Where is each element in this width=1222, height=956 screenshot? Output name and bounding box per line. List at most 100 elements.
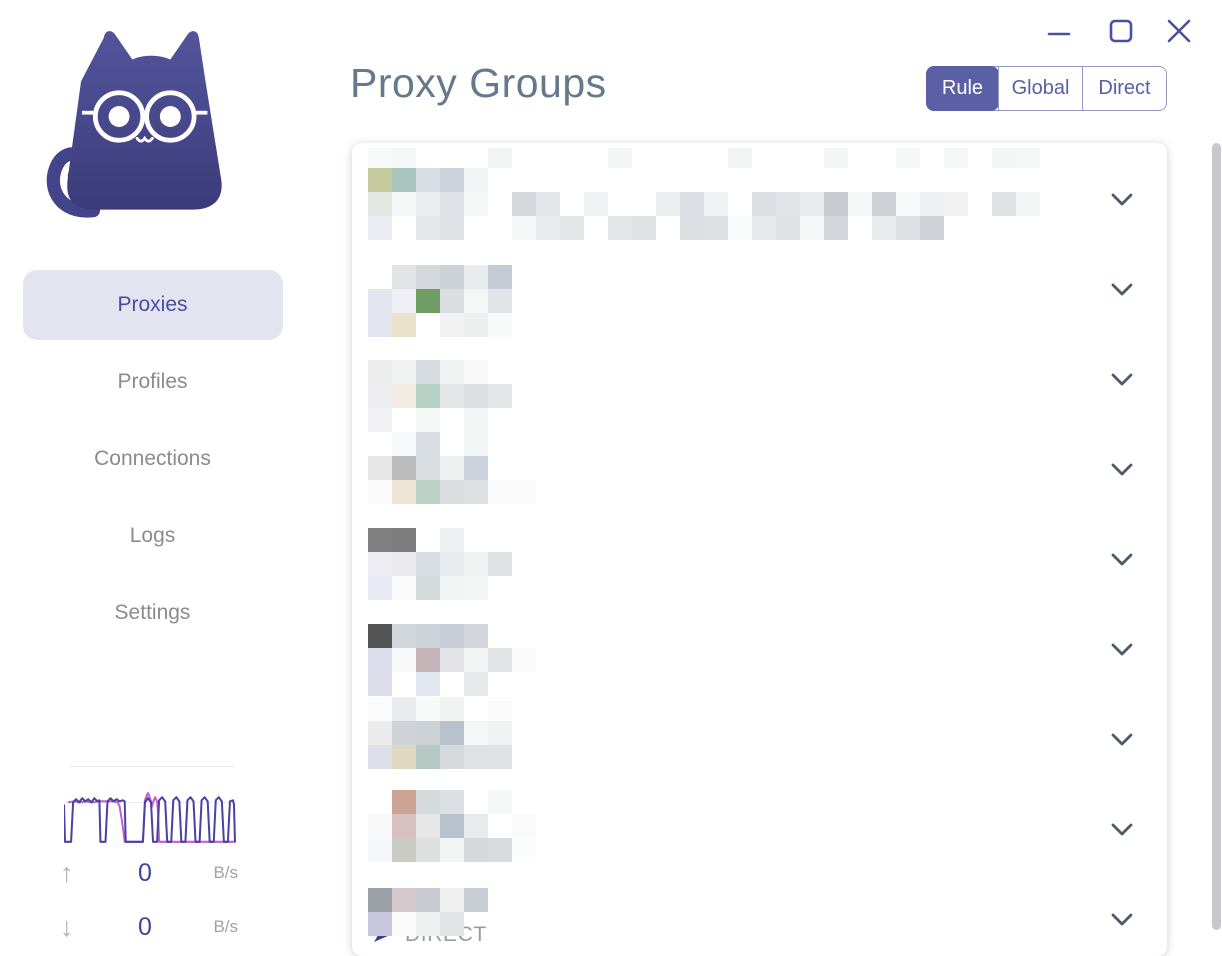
redacted-mosaic-block — [728, 216, 752, 240]
redacted-mosaic-block — [416, 432, 440, 456]
redacted-mosaic-block — [824, 192, 848, 216]
redacted-mosaic-block — [392, 480, 416, 504]
redacted-mosaic-block — [392, 552, 416, 576]
redacted-mosaic-block — [488, 697, 512, 721]
redacted-mosaic-block — [992, 192, 1016, 216]
sidebar-item-logs[interactable]: Logs — [129, 524, 176, 547]
sidebar-item-connections[interactable]: Connections — [94, 447, 211, 470]
redacted-mosaic-block — [704, 192, 728, 216]
mode-button-direct[interactable]: Direct — [1082, 67, 1166, 110]
expand-group-chevron-down-icon[interactable] — [1110, 642, 1138, 660]
redacted-mosaic-block — [440, 721, 464, 745]
redacted-mosaic-block — [416, 168, 440, 192]
redacted-mosaic-block — [440, 480, 464, 504]
redacted-mosaic-block — [416, 888, 440, 912]
redacted-mosaic-block — [512, 192, 536, 216]
close-button[interactable] — [1160, 12, 1198, 48]
redacted-mosaic-block — [512, 216, 536, 240]
redacted-mosaic-block — [776, 192, 800, 216]
redacted-mosaic-block — [416, 648, 440, 672]
redacted-mosaic-block — [416, 576, 440, 600]
traffic-chart — [64, 792, 236, 843]
redacted-mosaic-block — [872, 192, 896, 216]
redacted-mosaic-block — [440, 360, 464, 384]
expand-group-chevron-down-icon[interactable] — [1110, 552, 1138, 570]
redacted-mosaic-block — [440, 814, 464, 838]
mode-button-global[interactable]: Global — [998, 67, 1082, 110]
sidebar-nav: Proxies Profiles Connections Logs Settings — [0, 263, 305, 655]
redacted-mosaic-block — [944, 148, 968, 168]
redacted-mosaic-block — [440, 838, 464, 862]
redacted-mosaic-block — [440, 216, 464, 240]
redacted-mosaic-block — [440, 624, 464, 648]
scrollbar[interactable] — [1212, 143, 1221, 930]
mode-toggle-group: Rule Global Direct — [926, 66, 1167, 111]
redacted-mosaic-block — [440, 192, 464, 216]
redacted-mosaic-block — [512, 648, 536, 672]
redacted-mosaic-block — [800, 192, 824, 216]
redacted-mosaic-block — [392, 289, 416, 313]
sidebar-item-settings[interactable]: Settings — [114, 601, 191, 624]
redacted-mosaic-block — [464, 624, 488, 648]
redacted-mosaic-block — [440, 888, 464, 912]
redacted-mosaic-block — [392, 168, 416, 192]
redacted-mosaic-block — [488, 838, 512, 862]
redacted-mosaic-block — [920, 192, 944, 216]
redacted-mosaic-block — [392, 576, 416, 600]
redacted-mosaic-block — [656, 192, 680, 216]
redacted-mosaic-block — [464, 265, 488, 289]
expand-group-chevron-down-icon[interactable] — [1110, 282, 1138, 300]
redacted-mosaic-block — [1016, 192, 1040, 216]
maximize-icon — [1109, 19, 1133, 43]
redacted-mosaic-block — [416, 790, 440, 814]
redacted-mosaic-block — [368, 576, 392, 600]
mode-button-rule[interactable]: Rule — [926, 66, 999, 111]
redacted-mosaic-block — [800, 216, 824, 240]
redacted-mosaic-block — [416, 456, 440, 480]
redacted-mosaic-block — [392, 888, 416, 912]
redacted-mosaic-block — [896, 216, 920, 240]
upload-speed-unit: B/s — [213, 863, 238, 882]
redacted-mosaic-block — [368, 888, 392, 912]
minimize-icon — [1047, 32, 1071, 36]
redacted-mosaic-block — [440, 912, 464, 936]
proxy-groups-card: DIRECT — [352, 143, 1167, 956]
upload-speed-value: 0 — [138, 858, 152, 887]
redacted-mosaic-block — [416, 552, 440, 576]
redacted-mosaic-block — [440, 576, 464, 600]
redacted-mosaic-block — [440, 697, 464, 721]
redacted-mosaic-block — [440, 456, 464, 480]
redacted-mosaic-block — [368, 624, 392, 648]
redacted-mosaic-block — [464, 168, 488, 192]
expand-group-chevron-down-icon[interactable] — [1110, 372, 1138, 390]
minimize-button[interactable] — [1040, 12, 1078, 48]
sidebar-item-profiles[interactable]: Profiles — [117, 370, 188, 393]
redacted-mosaic-block — [392, 697, 416, 721]
redacted-mosaic-block — [368, 672, 392, 696]
redacted-mosaic-block — [392, 624, 416, 648]
close-icon — [1167, 19, 1191, 43]
redacted-mosaic-block — [488, 265, 512, 289]
redacted-mosaic-block — [488, 313, 512, 337]
expand-group-chevron-down-icon[interactable] — [1110, 732, 1138, 750]
redacted-mosaic-block — [824, 216, 848, 240]
redacted-mosaic-block — [632, 216, 656, 240]
redacted-mosaic-block — [464, 745, 488, 769]
maximize-button[interactable] — [1102, 12, 1140, 48]
sidebar-item-proxies[interactable]: Proxies — [22, 270, 283, 340]
redacted-mosaic-block — [392, 790, 416, 814]
arrow-up-icon: ↑ — [60, 857, 74, 888]
redacted-mosaic-block — [368, 408, 392, 432]
redacted-mosaic-block — [368, 838, 392, 862]
redacted-mosaic-block — [488, 384, 512, 408]
expand-group-chevron-down-icon[interactable] — [1110, 912, 1138, 930]
redacted-mosaic-block — [440, 552, 464, 576]
redacted-mosaic-block — [680, 216, 704, 240]
redacted-mosaic-block — [440, 289, 464, 313]
expand-group-chevron-down-icon[interactable] — [1110, 462, 1138, 480]
redacted-mosaic-block — [368, 552, 392, 576]
redacted-mosaic-block — [368, 360, 392, 384]
expand-group-chevron-down-icon[interactable] — [1110, 192, 1138, 210]
redacted-mosaic-block — [368, 528, 392, 552]
expand-group-chevron-down-icon[interactable] — [1110, 822, 1138, 840]
